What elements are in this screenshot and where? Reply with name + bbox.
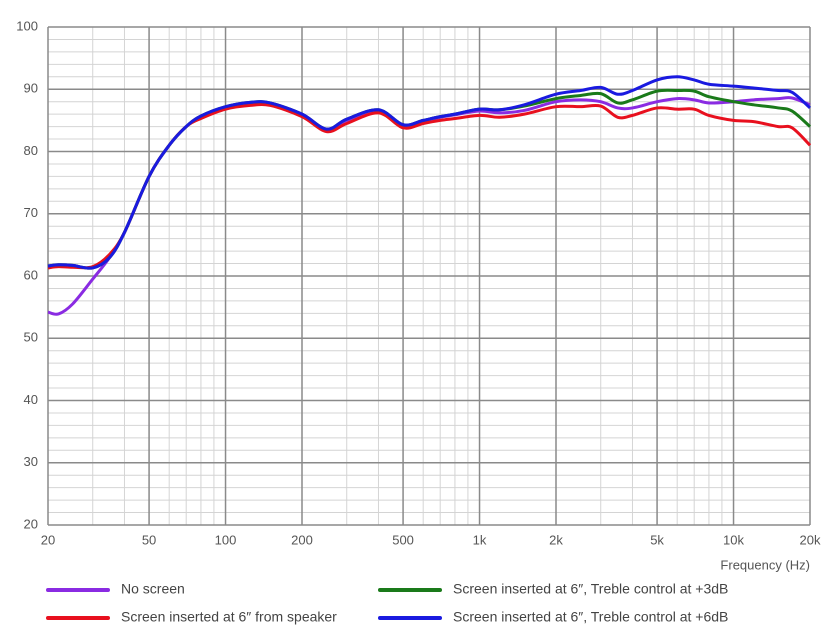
y-tick-label: 30 <box>24 454 38 469</box>
y-tick-label: 90 <box>24 81 38 96</box>
legend-label: No screen <box>121 581 185 597</box>
y-tick-label: 70 <box>24 205 38 220</box>
series-line <box>47 75 812 270</box>
x-tick-label: 2k <box>549 532 563 547</box>
x-tick-label: 10k <box>723 532 744 547</box>
y-tick-label: 40 <box>24 392 38 407</box>
series-line <box>47 102 812 270</box>
legend-label: Screen inserted at 6″, Treble control at… <box>453 609 728 625</box>
x-tick-label: 20k <box>800 532 821 547</box>
x-tick-label: 5k <box>650 532 664 547</box>
x-tick-label: 200 <box>291 532 313 547</box>
legend-label: Screen inserted at 6″, Treble control at… <box>453 581 728 597</box>
y-tick-label: 50 <box>24 330 38 345</box>
x-axis-label: Frequency (Hz) <box>720 557 810 572</box>
x-tick-label: 50 <box>142 532 156 547</box>
y-tick-label: 100 <box>16 18 38 33</box>
y-tick-label: 80 <box>24 143 38 158</box>
x-tick-label: 1k <box>473 532 487 547</box>
series-line <box>47 88 812 270</box>
y-tick-label: 60 <box>24 267 38 282</box>
series-line <box>47 96 811 316</box>
x-tick-label: 100 <box>215 532 237 547</box>
legend-label: Screen inserted at 6″ from speaker <box>121 609 337 625</box>
x-tick-label: 500 <box>392 532 414 547</box>
x-tick-label: 20 <box>41 532 55 547</box>
y-tick-label: 20 <box>24 516 38 531</box>
